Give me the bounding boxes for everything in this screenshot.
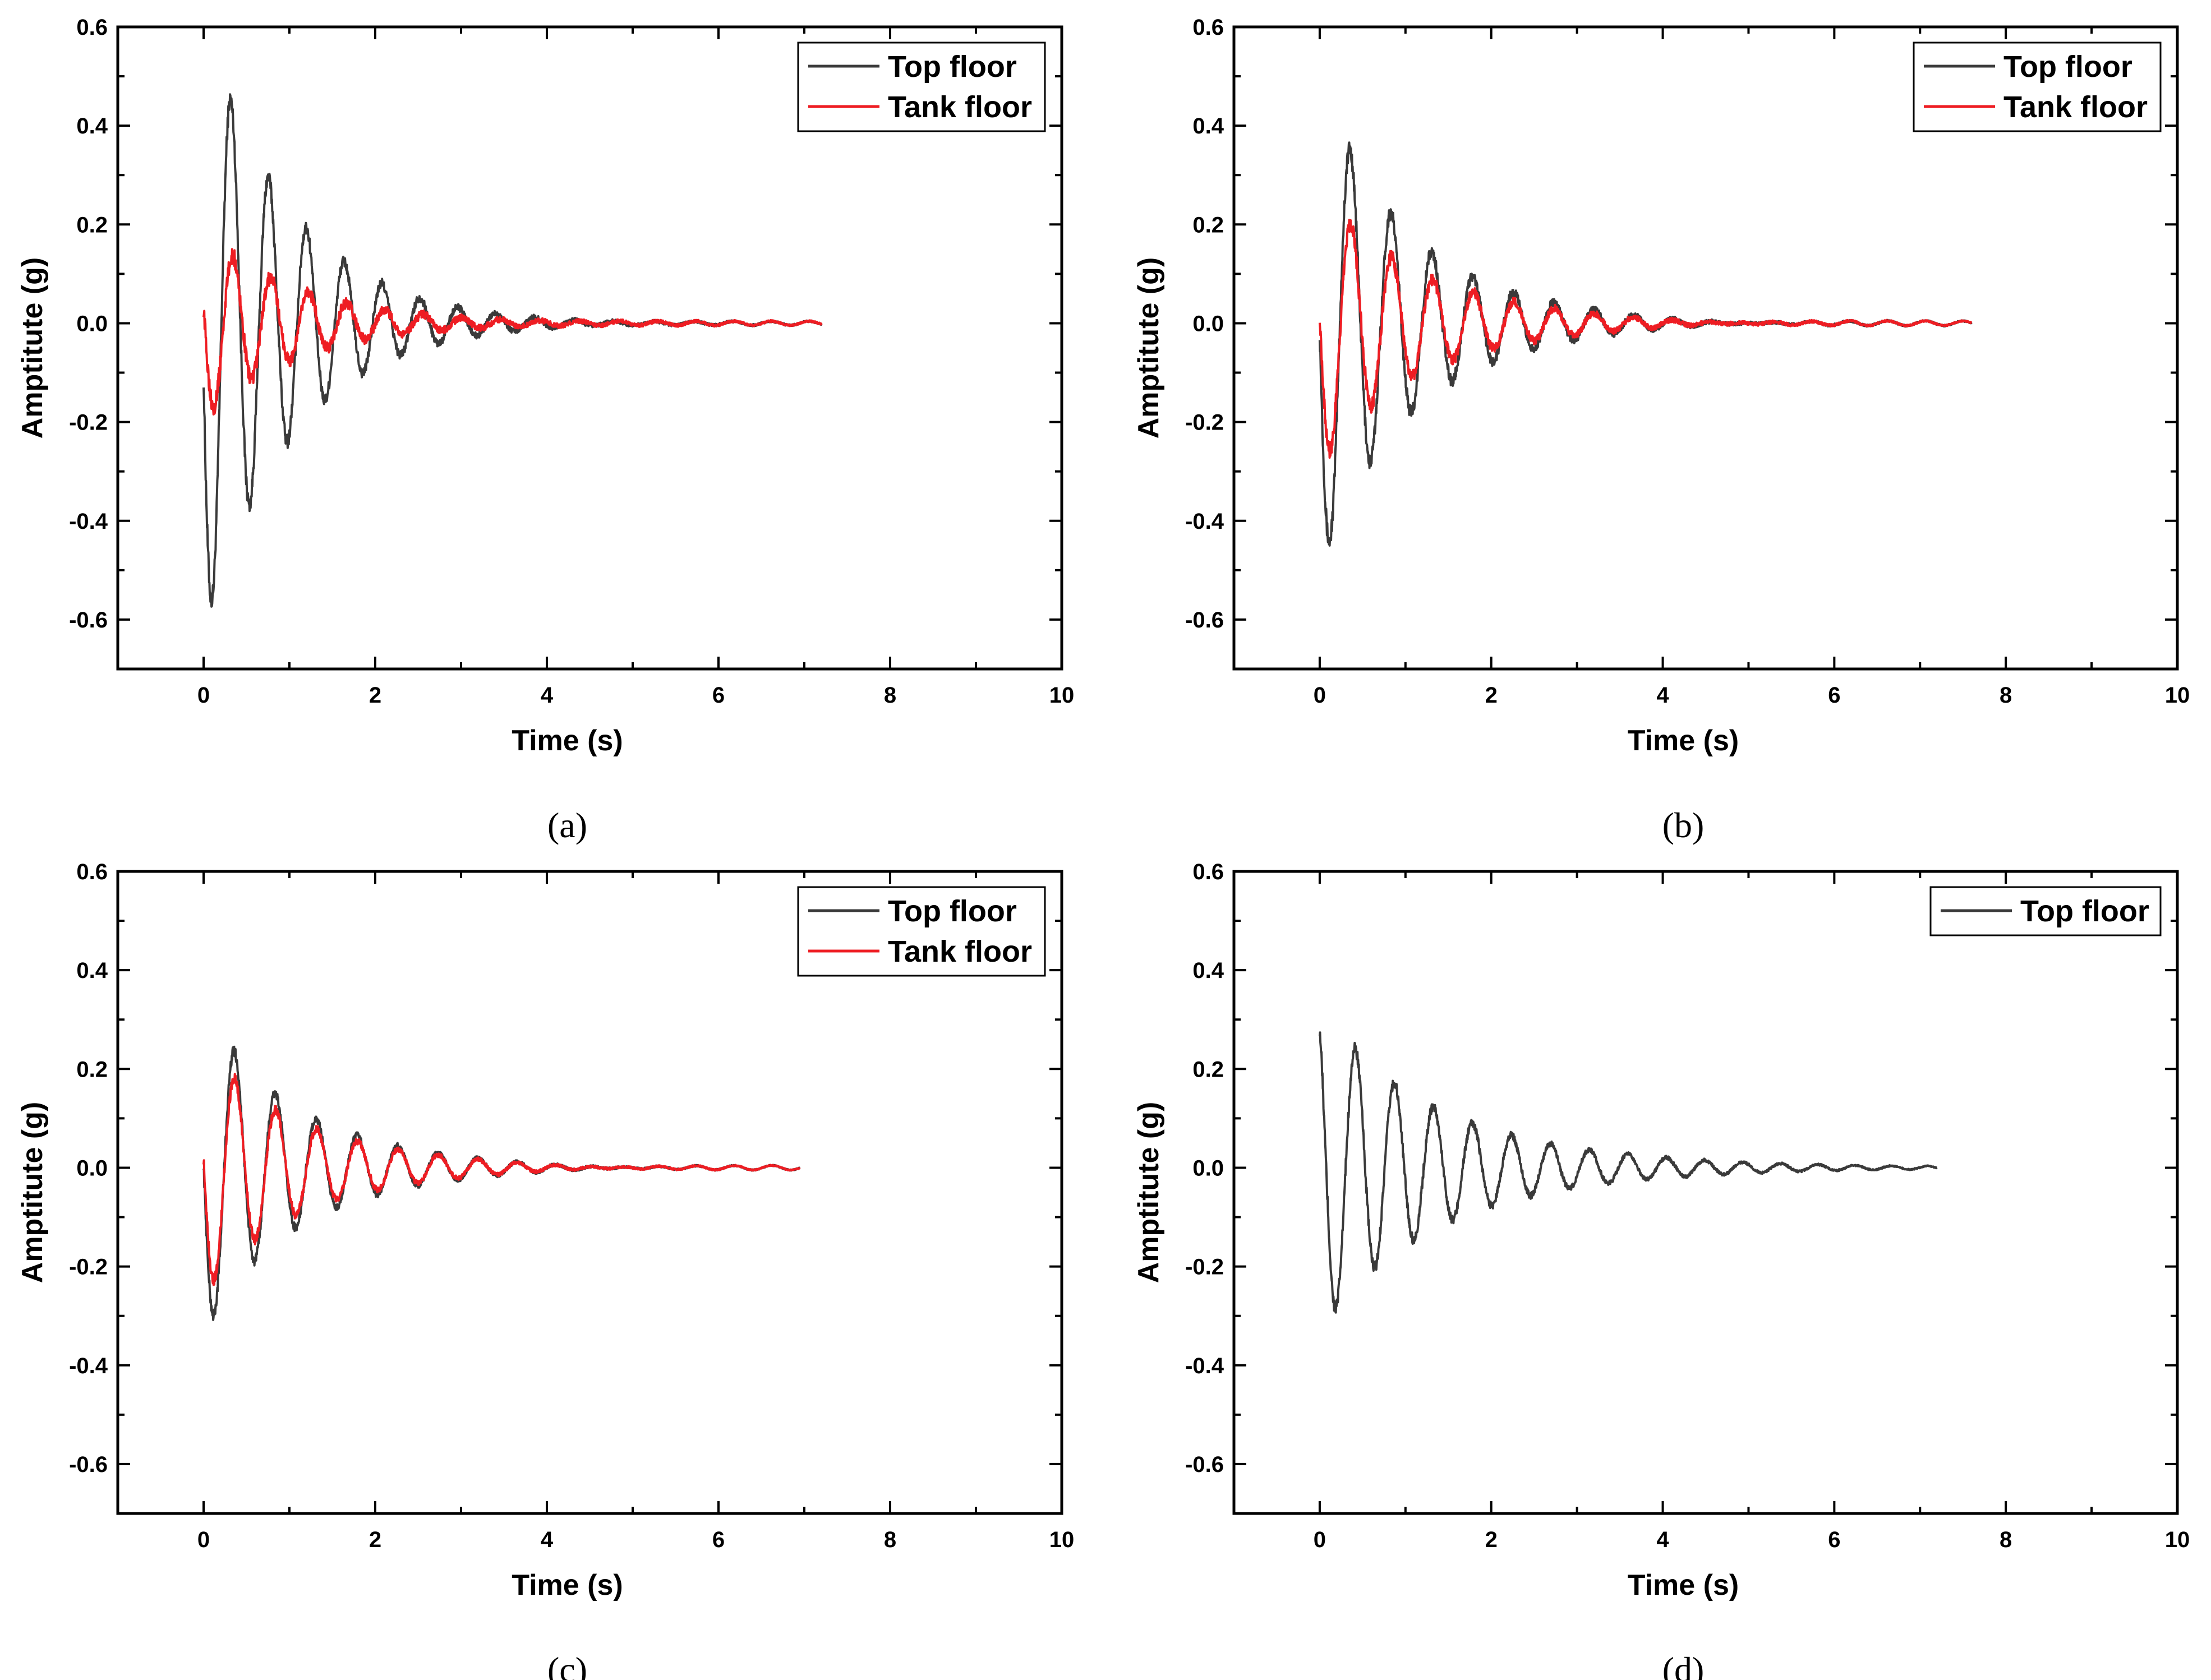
y-tick-label: -0.2 <box>69 1255 108 1280</box>
legend-label: Top floor <box>888 50 1017 84</box>
y-tick-label: 0.2 <box>76 1057 108 1082</box>
y-axis-title: Amptitute (g) <box>16 1102 49 1283</box>
legend-label: Top floor <box>2003 50 2132 84</box>
series-line-tank-floor <box>202 248 823 416</box>
x-tick-label: 0 <box>197 1527 210 1552</box>
y-tick-label: 0.4 <box>1192 114 1224 139</box>
y-tick-label: 0.6 <box>1192 15 1224 40</box>
x-tick-label: 8 <box>884 1527 896 1552</box>
x-axis-title: Time (s) <box>1628 724 1739 757</box>
plot-frame <box>1232 25 2179 671</box>
plot-frame <box>116 25 1063 671</box>
y-tick-label: 0.6 <box>76 860 108 884</box>
x-tick-label: 2 <box>1485 683 1498 708</box>
x-tick-label: 10 <box>2165 1527 2190 1552</box>
y-tick-label: -0.4 <box>69 1354 108 1378</box>
y-axis-title: Amptitute (g) <box>16 257 49 439</box>
x-tick-label: 6 <box>712 683 725 708</box>
chart-panel-a: 0 2 4 6 8 10 -0.6 -0.4 -0.2 0.0 0.2 0.4 0.6 Time (s) A… <box>16 15 1074 845</box>
plot-frame <box>116 870 1063 1515</box>
series-line-top-floor <box>202 1045 801 1321</box>
chart-panel-c: 0 2 4 6 8 10 -0.6 -0.4 -0.2 0.0 0.2 0.4 0.6 Time (s) A… <box>16 860 1074 1680</box>
y-tick-label: -0.6 <box>69 1452 108 1477</box>
legend-label: Top floor <box>2020 894 2149 928</box>
legend-box <box>797 41 1046 132</box>
y-tick-label: 0.0 <box>1192 1156 1224 1180</box>
legend-label: Tank floor <box>2003 90 2148 124</box>
y-axis-title: Amptitute (g) <box>1132 1102 1165 1283</box>
x-tick-label: 4 <box>541 1527 554 1552</box>
x-tick-label: 10 <box>2165 683 2190 708</box>
legend: Top floor <box>1929 886 2162 936</box>
y-tick-label: 0.4 <box>1192 958 1224 983</box>
y-tick-label: -0.6 <box>69 608 108 633</box>
x-tick-label: 0 <box>1314 683 1326 708</box>
y-tick-label: 0.0 <box>76 1156 108 1180</box>
y-tick-label: -0.4 <box>1185 1354 1224 1378</box>
series-line-top-floor <box>1318 141 1973 547</box>
x-tick-label: 10 <box>1049 683 1075 708</box>
x-tick-label: 8 <box>884 683 896 708</box>
y-axis-title: Amptitute (g) <box>1132 257 1165 439</box>
x-tick-label: 0 <box>197 683 210 708</box>
y-tick-label: 0.0 <box>76 311 108 336</box>
y-tick-label: 0.2 <box>1192 213 1224 237</box>
panel-caption: (a) <box>547 805 587 845</box>
legend-label: Top floor <box>888 894 1017 928</box>
panel-caption: (c) <box>547 1650 587 1680</box>
x-axis-title: Time (s) <box>512 1569 623 1601</box>
y-tick-label: 0.0 <box>1192 311 1224 336</box>
y-tick-label: -0.2 <box>69 410 108 435</box>
x-tick-label: 6 <box>1828 1527 1840 1552</box>
panel-caption: (d) <box>1662 1650 1705 1680</box>
legend: Top floor Tank floor <box>797 41 1046 132</box>
x-tick-label: 8 <box>2000 683 2012 708</box>
chart-panel-d: 0 2 4 6 8 10 -0.6 -0.4 -0.2 0.0 0.2 0.4 0.6 Time (s) A… <box>1132 860 2190 1680</box>
x-axis-title: Time (s) <box>512 724 623 757</box>
x-tick-label: 2 <box>1485 1527 1498 1552</box>
y-tick-label: -0.6 <box>1185 1452 1224 1477</box>
x-tick-label: 10 <box>1049 1527 1075 1552</box>
y-tick-label: 0.4 <box>76 958 108 983</box>
series-line-tank-floor <box>1318 219 1973 459</box>
y-tick-label: -0.6 <box>1185 608 1224 633</box>
legend: Top floor Tank floor <box>1913 41 2162 132</box>
legend: Top floor Tank floor <box>797 886 1046 977</box>
y-tick-label: -0.4 <box>1185 509 1224 534</box>
chart-panel-b: 0 2 4 6 8 10 -0.6 -0.4 -0.2 0.0 0.2 0.4 0.6 Time (s) A… <box>1132 15 2190 845</box>
x-tick-label: 4 <box>541 683 554 708</box>
series-line-tank-floor <box>202 1073 801 1286</box>
y-tick-label: 0.6 <box>1192 860 1224 884</box>
y-tick-label: 0.6 <box>76 15 108 40</box>
x-tick-label: 4 <box>1656 1527 1669 1552</box>
legend-box <box>797 886 1046 977</box>
legend-label: Tank floor <box>888 90 1032 124</box>
x-tick-label: 8 <box>2000 1527 2012 1552</box>
x-tick-label: 2 <box>369 683 381 708</box>
x-tick-label: 0 <box>1314 1527 1326 1552</box>
panel-caption: (b) <box>1662 805 1705 845</box>
series-line-top-floor <box>1318 1031 1938 1314</box>
y-tick-label: 0.2 <box>76 213 108 237</box>
y-tick-label: -0.2 <box>1185 1255 1224 1280</box>
x-tick-label: 4 <box>1656 683 1669 708</box>
x-tick-label: 6 <box>1828 683 1840 708</box>
x-axis-title: Time (s) <box>1628 1569 1739 1601</box>
plot-frame <box>1232 870 2179 1515</box>
x-tick-label: 2 <box>369 1527 381 1552</box>
y-tick-label: -0.2 <box>1185 410 1224 435</box>
y-tick-label: 0.2 <box>1192 1057 1224 1082</box>
y-tick-label: -0.4 <box>69 509 108 534</box>
x-tick-label: 6 <box>712 1527 725 1552</box>
legend-label: Tank floor <box>888 935 1032 968</box>
y-tick-label: 0.4 <box>76 114 108 139</box>
legend-box <box>1913 41 2162 132</box>
